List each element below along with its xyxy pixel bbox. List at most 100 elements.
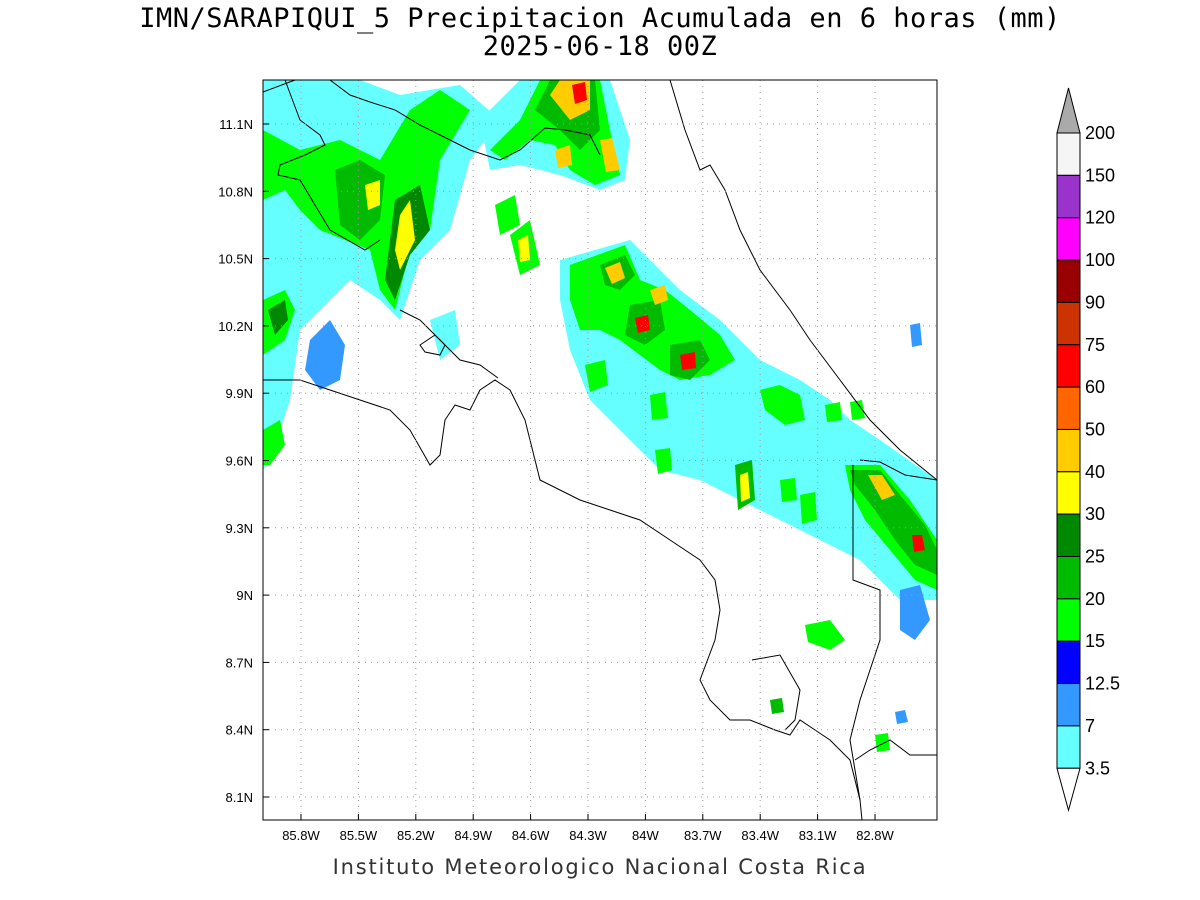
precip-blob [912,535,925,552]
colorbar-bin [1056,428,1081,473]
colorbar-label: 3.5 [1085,758,1110,778]
lat-tick-label: 10.5N [218,252,253,267]
colorbar-label: 25 [1085,547,1105,567]
lon-tick-label: 83.7W [684,828,722,843]
latitude-axis: 11.1N 10.8N 10.5N 10.2N 9.9N 9.6N 9.3N 9N 8.7N 8.… [218,117,269,805]
colorbar-label: 7 [1085,716,1095,736]
nicaragua-border [263,80,601,161]
colorbar-bin [1056,683,1081,727]
colorbar-label: 15 [1085,631,1105,651]
precip-field [263,80,937,752]
precip-blob [655,448,672,474]
colorbar-label: 60 [1085,377,1105,397]
precip-blob [518,235,530,262]
map-frame [262,79,938,821]
lat-tick-label: 11.1N [219,117,253,132]
map-date: 2025-06-18 00Z [482,31,718,62]
colorbar-over-arrow [1056,87,1081,134]
longitude-axis: 85.8W 85.5W 85.2W 84.9W 84.6W 84.3W 84W 83.7W 83… [282,814,895,843]
panama-border [849,465,881,801]
precip-blob [572,82,587,104]
lon-tick-label: 83.1W [799,828,837,843]
colorbar-label: 75 [1085,335,1105,355]
precip-blob [900,585,930,640]
colorbar-bin [1056,471,1081,515]
colorbar-label: 20 [1085,589,1105,609]
precip-blob [555,145,572,168]
caribbean-coast [669,80,937,481]
nicoya-gulf [399,309,499,379]
colorbar-bin [1056,598,1081,642]
lat-tick-label: 8.4N [226,723,253,738]
precip-blob [780,478,797,502]
precip-blob [770,698,784,714]
pacific-coast [263,379,863,820]
precip-blob [263,420,285,465]
colorbar-label: 40 [1085,462,1105,482]
precip-blob [305,320,345,390]
precip-blob [495,195,520,235]
colorbar-bin [1056,259,1081,303]
precip-blob [650,392,668,420]
colorbar-bin [1056,386,1081,430]
precip-blob [335,160,385,240]
lat-tick-label: 9N [236,588,253,603]
lon-tick-label: 85.2W [397,828,435,843]
lat-tick-label: 8.1N [226,790,253,805]
lat-tick-label: 10.2N [218,319,253,334]
coastlines [263,80,937,820]
colorbar-bin [1056,640,1081,685]
colorbar-label: 150 [1085,165,1115,185]
precip-blob [850,400,865,420]
precip-blob [605,262,625,284]
precip-blob [868,475,895,500]
lat-tick-label: 9.3N [226,521,253,536]
colorbar-bin [1056,174,1081,219]
colorbar-bin [1056,344,1081,388]
colorbar-bin [1056,217,1081,261]
precip-blob [650,285,668,305]
credit-text: Instituto Meteorologico Nacional Costa R… [332,855,868,879]
lon-tick-label: 83.4W [741,828,779,843]
lon-tick-label: 84.3W [569,828,607,843]
precip-blob [910,323,922,347]
lat-tick-label: 10.8N [218,184,253,199]
osa-peninsula [751,654,801,731]
precip-blob [800,492,817,524]
lon-tick-label: 85.8W [282,828,320,843]
colorbar-label: 100 [1085,250,1115,270]
lon-tick-label: 84.9W [454,828,492,843]
precip-blob [635,315,650,333]
colorbar-label: 30 [1085,504,1105,524]
lon-tick-label: 84W [632,828,659,843]
precip-blob [825,402,842,422]
colorbar-bin [1056,301,1081,346]
gridlines [263,80,937,820]
colorbar-under-arrow [1056,767,1081,813]
lat-tick-label: 8.7N [226,655,253,670]
map-area [263,80,937,820]
colorbar-bin [1056,513,1081,558]
precip-blob [268,300,288,335]
colorbar-label: 90 [1085,292,1105,312]
lat-tick-label: 9.9N [226,386,253,401]
colorbar-label: 12.5 [1085,674,1120,694]
precip-blob [740,472,750,502]
colorbar-bin [1056,556,1081,600]
colorbar-label: 200 [1085,123,1115,143]
precip-blob [760,385,805,425]
colorbar-bin [1056,132,1081,176]
precip-blob [430,310,460,360]
colorbar-label: 50 [1085,419,1105,439]
precip-blob [680,352,696,370]
precip-blob [895,710,908,724]
nicoya-island [419,334,446,356]
precip-blob [805,620,845,650]
colorbar: 200 150 120 100 90 75 60 50 40 30 25 20 15 12.5 7 3.5 [1056,87,1120,813]
precip-blob [395,200,415,270]
lake-shore [277,80,381,251]
precip-blob [365,180,380,210]
precip-blob [585,360,608,392]
lat-tick-label: 9.6N [226,454,253,469]
